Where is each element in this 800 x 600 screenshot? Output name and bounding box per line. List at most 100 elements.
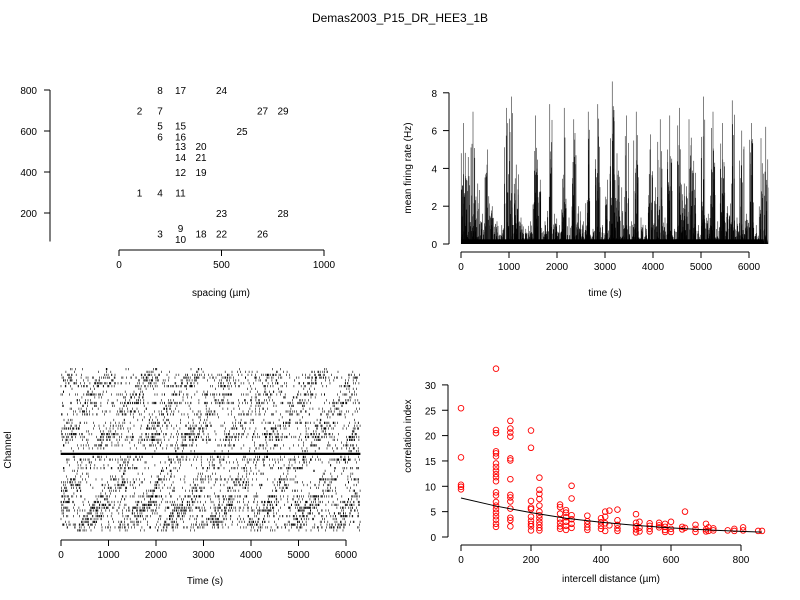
correlation-point (507, 494, 514, 501)
correlation-point (492, 489, 500, 496)
correlation-point (536, 486, 543, 494)
electrode-label: 29 (277, 107, 289, 118)
corr-y-tick-label: 20 (425, 432, 437, 443)
rate-x-tick-label: 2000 (546, 262, 569, 273)
raster-x-tick-label: 0 (58, 550, 64, 561)
electrode-label: 22 (216, 230, 228, 241)
electrode-label: 5 (157, 122, 163, 133)
correlation-point (457, 486, 465, 493)
correlation-point (562, 506, 570, 514)
correlation-point (667, 528, 675, 536)
panel-spike-raster: 0 1000 2000 3000 4000 5000 6000 Time (s) Channel (3, 368, 361, 587)
correlation-point (527, 523, 535, 530)
correlation-point (655, 522, 663, 529)
raster-x-label: Time (s) (187, 576, 223, 587)
correlation-point (507, 523, 514, 530)
electrode-label: 26 (257, 230, 269, 241)
correlation-point (568, 495, 575, 502)
electrode-label: 25 (236, 127, 248, 138)
layout-x-label: spacing (µm) (192, 288, 250, 299)
correlation-point (492, 520, 500, 528)
correlation-point (457, 404, 465, 412)
correlation-point (667, 518, 675, 526)
correlation-point (507, 498, 514, 505)
correlation-point (492, 477, 500, 485)
correlation-point (597, 514, 605, 522)
rate-x-tick-label: 6000 (738, 262, 761, 273)
corr-x-label: intercell distance (µm) (562, 574, 660, 585)
correlation-point (527, 444, 535, 452)
electrode-label: 27 (257, 107, 269, 118)
correlation-point (646, 528, 653, 535)
correlation-point (536, 495, 543, 503)
correlation-point (636, 528, 643, 535)
electrode-label: 24 (216, 86, 228, 97)
correlation-point (562, 522, 570, 530)
correlation-point (601, 508, 609, 515)
electrode-label: 13 (175, 142, 187, 153)
correlation-point (758, 527, 766, 535)
layout-y-tick-label: 600 (20, 127, 37, 138)
rate-x-tick-label: 5000 (690, 262, 713, 273)
electrode-label: 9 (178, 224, 184, 235)
correlation-point (492, 509, 500, 516)
electrode-label: 10 (175, 235, 187, 246)
correlation-point (457, 454, 465, 461)
correlation-point (536, 514, 543, 522)
electrode-label: 7 (157, 107, 163, 118)
correlation-point (606, 507, 613, 514)
corr-y-tick-label: 0 (430, 533, 436, 544)
panel-firing-rate: 0 1000 2000 3000 4000 5000 6000 0 2 4 6 8 time (s) me… (403, 81, 769, 299)
correlation-point (614, 527, 621, 535)
electrode-label: 4 (157, 189, 163, 200)
correlation-point (614, 506, 621, 513)
correlation-point (568, 482, 575, 490)
electrode-label: 23 (216, 209, 228, 220)
corr-x-tick-label: 0 (458, 555, 464, 566)
correlation-point (536, 490, 543, 498)
corr-y-tick-label: 30 (425, 381, 437, 392)
correlation-point (632, 510, 640, 518)
correlation-point (562, 509, 570, 516)
electrode-label: 16 (175, 133, 187, 144)
correlation-point (536, 502, 543, 509)
electrode-label: 19 (195, 168, 207, 179)
correlation-point (492, 523, 500, 531)
rate-x-tick-label: 0 (458, 262, 464, 273)
correlation-point (556, 519, 564, 527)
correlation-point (536, 474, 543, 481)
correlation-point (536, 524, 543, 532)
rate-y-tick-label: 8 (431, 89, 437, 100)
corr-x-tick-label: 800 (733, 555, 750, 566)
correlation-point (492, 470, 500, 478)
electrode-label: 15 (175, 122, 187, 133)
correlation-point (681, 524, 689, 532)
layout-x-tick-label: 0 (116, 260, 122, 271)
correlation-point (655, 519, 663, 527)
electrode-label: 28 (277, 209, 289, 220)
correlation-point (710, 525, 717, 532)
rate-y-tick-label: 0 (431, 240, 437, 251)
electrode-label: 17 (175, 86, 187, 97)
rate-y-tick-label: 6 (431, 127, 437, 138)
panel-electrode-layout: 0 500 100020040060080012345678910111213141… (20, 86, 335, 299)
electrode-label: 1 (137, 189, 143, 200)
correlation-point (667, 525, 675, 533)
raster-x-tick-label: 2000 (145, 550, 168, 561)
correlation-point (568, 511, 575, 519)
electrode-label: 18 (195, 230, 207, 241)
correlation-point (527, 497, 535, 505)
correlation-point (507, 417, 514, 425)
correlation-point (562, 526, 570, 534)
electrode-label: 20 (195, 142, 207, 153)
spike-raster-marks (60, 368, 361, 532)
correlation-point (492, 463, 500, 471)
layout-y-tick-label: 200 (20, 209, 37, 220)
correlation-point (536, 511, 543, 519)
correlation-point (739, 527, 747, 534)
correlation-point (614, 525, 621, 532)
electrode-label: 11 (175, 189, 186, 200)
correlation-point (614, 517, 621, 524)
correlation-point (568, 520, 575, 528)
